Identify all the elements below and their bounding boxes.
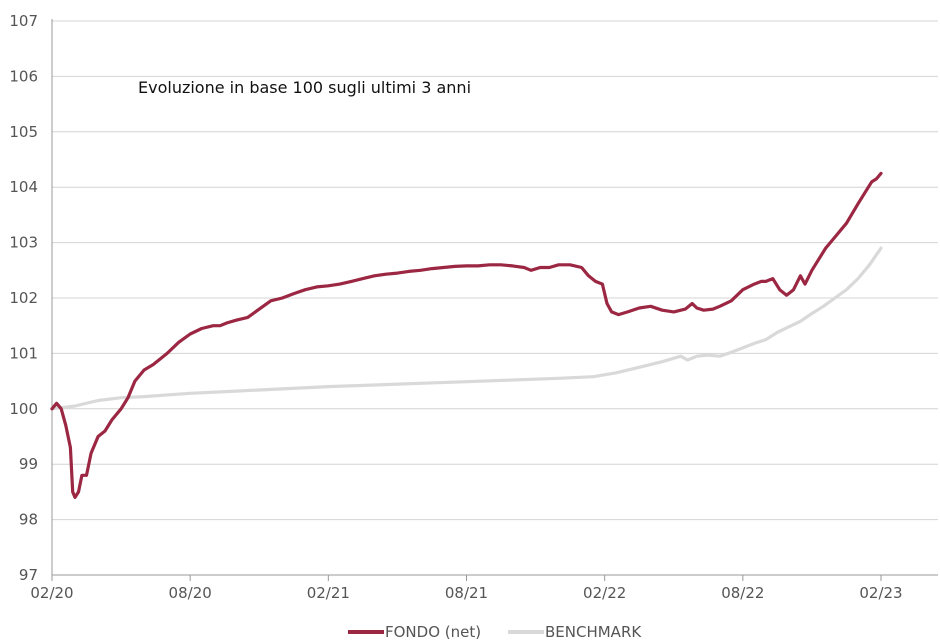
chart-annotation: Evoluzione in base 100 sugli ultimi 3 an… [138, 78, 471, 97]
y-tick-label: 98 [19, 511, 38, 529]
legend-label-fondo: FONDO (net) [385, 623, 481, 640]
y-tick-label: 102 [9, 289, 38, 307]
y-axis-tick-labels: 97 98 99 100 101 102 103 104 105 106 107 [9, 12, 38, 584]
x-tick-label: 08/22 [721, 584, 764, 602]
y-tick-label: 104 [9, 178, 38, 196]
x-axis-tick-labels: 02/20 08/20 02/21 08/21 02/22 08/22 02/23 [30, 575, 903, 602]
y-tick-label: 107 [9, 12, 38, 30]
y-tick-label: 97 [19, 566, 38, 584]
y-tick-label: 105 [9, 123, 38, 141]
y-tick-label: 100 [9, 400, 38, 418]
x-tick-label: 08/20 [169, 584, 212, 602]
legend-label-benchmark: BENCHMARK [545, 623, 642, 640]
gridlines [52, 20, 938, 576]
series-line-benchmark [50, 246, 883, 411]
series-lines [50, 171, 883, 499]
x-tick-label: 02/21 [307, 584, 350, 602]
y-tick-label: 106 [9, 67, 38, 85]
y-tick-label: 99 [19, 455, 38, 473]
x-tick-label: 02/20 [30, 584, 73, 602]
series-line-fondo [50, 171, 883, 499]
x-tick-label: 08/21 [445, 584, 488, 602]
y-tick-label: 101 [9, 344, 38, 362]
axes [51, 19, 938, 576]
y-tick-label: 103 [9, 234, 38, 252]
x-tick-label: 02/22 [583, 584, 626, 602]
x-tick-label: 02/23 [859, 584, 902, 602]
legend: FONDO (net) BENCHMARK [348, 623, 642, 640]
